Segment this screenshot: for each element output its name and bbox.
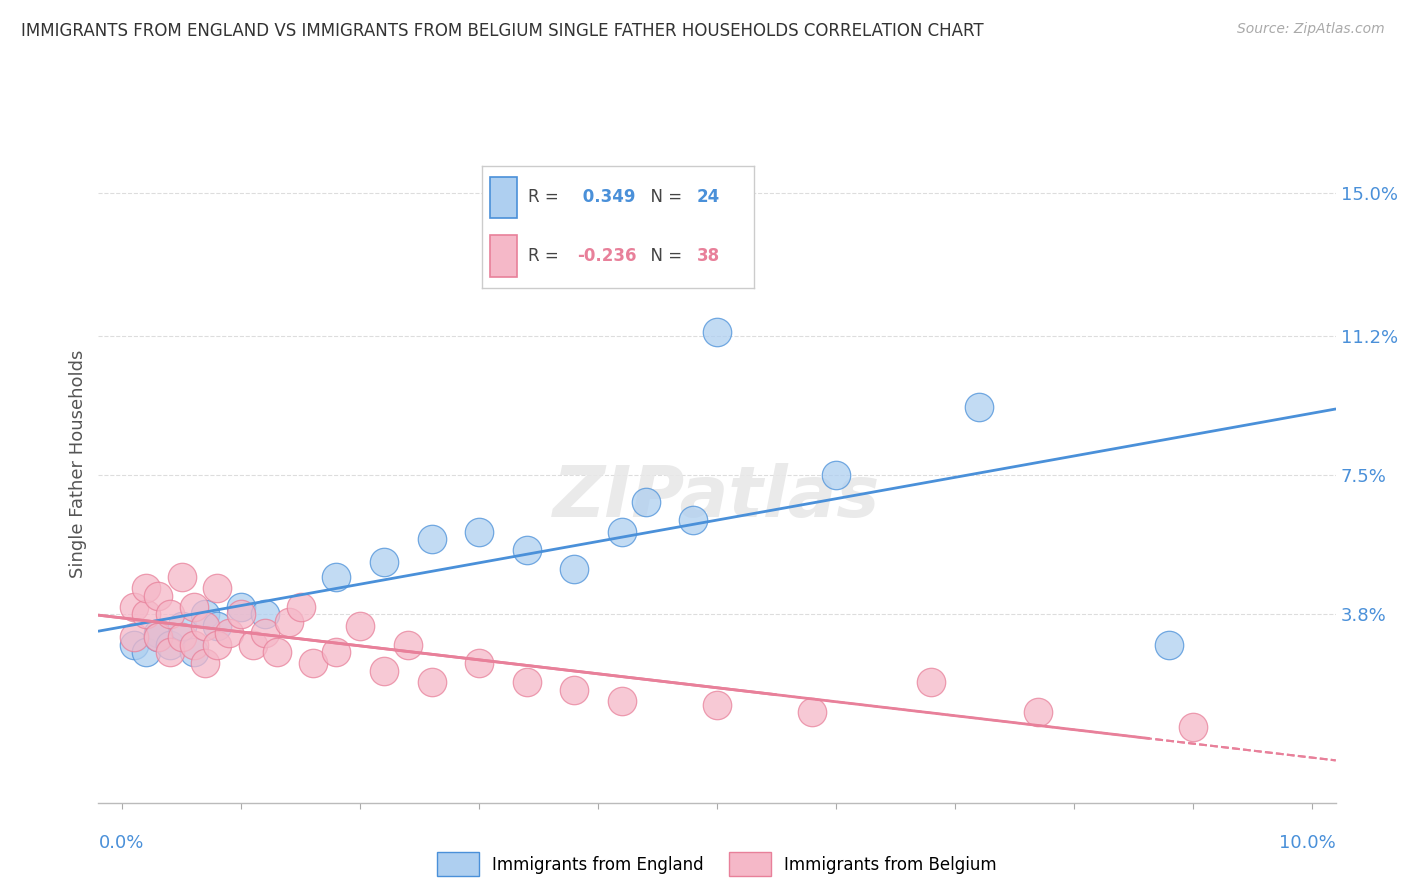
Point (562, 562, 585, 576)
Point (170, 619, 193, 633)
Point (290, 599, 312, 614)
Point (420, 675, 443, 690)
Point (253, 626, 276, 640)
Point (194, 607, 217, 622)
Point (207, 581, 229, 595)
FancyBboxPatch shape (491, 177, 517, 218)
Text: IMMIGRANTS FROM ENGLAND VS IMMIGRANTS FROM BELGIUM SINGLE FATHER HOUSEHOLDS CORR: IMMIGRANTS FROM ENGLAND VS IMMIGRANTS FR… (21, 22, 984, 40)
Point (253, 607, 276, 622)
Point (194, 657, 217, 671)
Point (183, 645, 205, 659)
Point (325, 570, 347, 584)
Point (516, 543, 538, 558)
Point (468, 657, 491, 671)
Point (801, 706, 824, 720)
Point (1159, 638, 1181, 652)
Text: 24: 24 (697, 188, 720, 206)
Point (231, 599, 253, 614)
Text: N =: N = (640, 188, 688, 206)
Point (146, 630, 169, 644)
Text: -0.236: -0.236 (578, 247, 637, 265)
Point (277, 615, 299, 629)
Text: N =: N = (640, 247, 688, 265)
Point (1181, 721, 1204, 735)
Point (825, 468, 848, 483)
Text: Source: ZipAtlas.com: Source: ZipAtlas.com (1237, 22, 1385, 37)
Y-axis label: Single Father Households: Single Father Households (69, 350, 87, 578)
Point (170, 630, 193, 644)
Point (349, 619, 371, 633)
Point (706, 698, 728, 712)
Point (194, 619, 217, 633)
Text: 38: 38 (697, 247, 720, 265)
Point (218, 626, 240, 640)
Point (266, 645, 288, 659)
Point (122, 638, 145, 652)
Point (122, 599, 145, 614)
Point (122, 630, 145, 644)
Point (325, 645, 347, 659)
Text: 10.0%: 10.0% (1279, 834, 1336, 852)
Point (682, 513, 704, 527)
Text: 0.0%: 0.0% (98, 834, 143, 852)
FancyBboxPatch shape (491, 235, 517, 277)
Point (146, 630, 169, 644)
Point (967, 401, 990, 415)
Point (610, 694, 633, 708)
Point (170, 570, 193, 584)
Point (159, 638, 181, 652)
Point (516, 675, 538, 690)
Point (207, 638, 229, 652)
Text: R =: R = (529, 188, 564, 206)
Point (159, 607, 181, 622)
Point (207, 619, 229, 633)
Point (135, 645, 157, 659)
Point (634, 494, 657, 508)
Point (146, 589, 169, 603)
Point (1026, 706, 1049, 720)
Text: ZIPatlas: ZIPatlas (554, 463, 880, 533)
Point (610, 524, 633, 539)
Point (468, 524, 491, 539)
Point (301, 657, 323, 671)
Point (373, 664, 395, 678)
Point (135, 581, 157, 595)
Point (420, 532, 443, 546)
Point (231, 607, 253, 622)
Text: R =: R = (529, 247, 564, 265)
Legend: Immigrants from England, Immigrants from Belgium: Immigrants from England, Immigrants from… (430, 846, 1004, 882)
Point (373, 555, 395, 569)
Point (135, 607, 157, 622)
Point (242, 638, 264, 652)
Point (706, 325, 728, 339)
Text: 0.349: 0.349 (578, 188, 636, 206)
Point (183, 638, 205, 652)
Point (183, 599, 205, 614)
Point (920, 675, 942, 690)
Point (396, 638, 419, 652)
Point (159, 645, 181, 659)
Point (562, 682, 585, 697)
Point (146, 626, 169, 640)
